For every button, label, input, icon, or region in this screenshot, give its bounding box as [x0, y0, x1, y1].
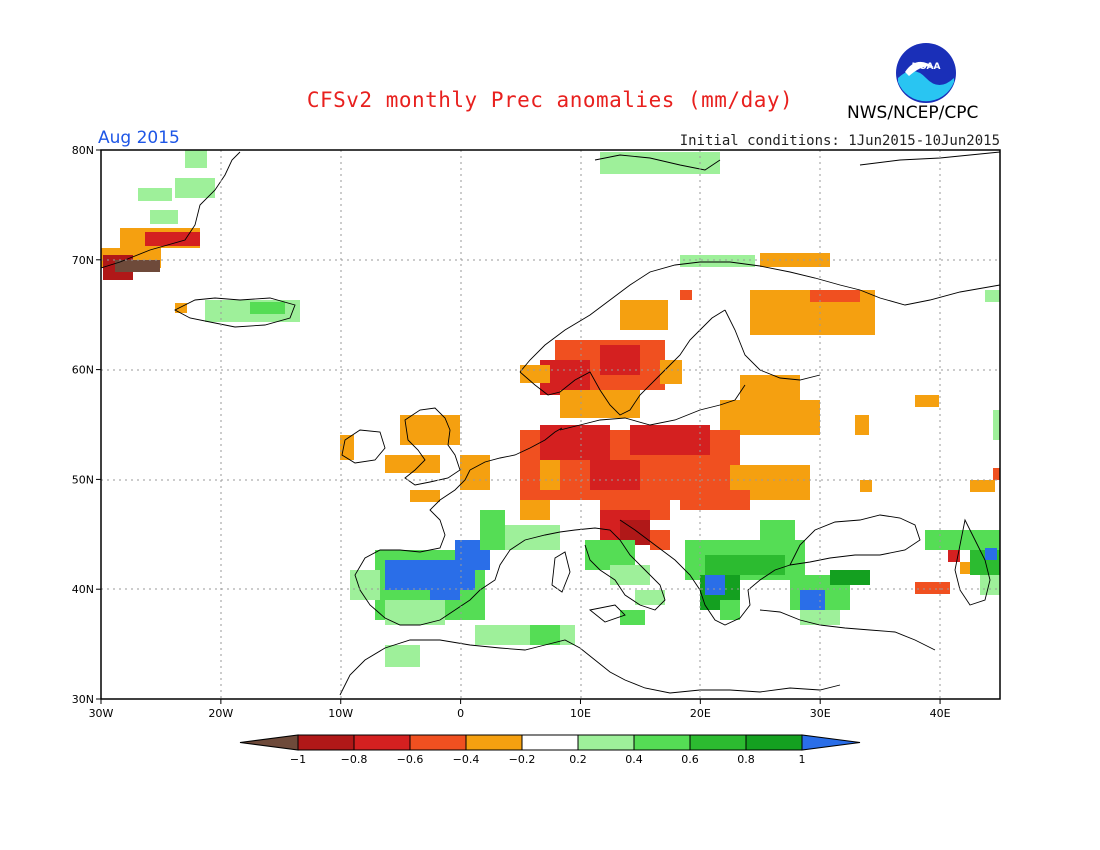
legend-swatch	[633, 734, 691, 751]
y-tick-label: 30N	[72, 693, 94, 706]
map-frame	[100, 149, 1001, 700]
x-tick-label: 0	[457, 707, 464, 720]
month-label: Aug 2015	[98, 128, 180, 148]
coastlines	[101, 151, 1000, 696]
legend-swatch	[409, 734, 467, 751]
legend-label: −0.8	[341, 753, 368, 766]
x-tick-label: 10W	[328, 707, 353, 720]
y-tick-label: 70N	[72, 254, 94, 267]
legend-label: −0.6	[397, 753, 424, 766]
noaa-logo: NOAA	[896, 43, 956, 103]
legend-label: 1	[799, 753, 806, 766]
y-axis-ticks: 80N 70N 60N 50N 40N 30N	[72, 144, 101, 706]
legend-swatch	[745, 734, 803, 751]
y-tick-label: 80N	[72, 144, 94, 157]
legend-label: −1	[290, 753, 306, 766]
x-tick-label: 30W	[89, 707, 114, 720]
legend-swatch	[689, 734, 747, 751]
legend-label: −0.2	[509, 753, 536, 766]
x-tick-label: 10E	[570, 707, 591, 720]
x-tick-label: 30E	[810, 707, 831, 720]
legend-arrow-low	[239, 734, 299, 751]
legend-swatch	[297, 734, 355, 751]
legend-label: 0.6	[681, 753, 699, 766]
x-tick-label: 20E	[690, 707, 711, 720]
legend-label: 0.2	[569, 753, 587, 766]
anomaly-field	[101, 150, 1000, 667]
graticule	[101, 150, 1000, 699]
x-axis-ticks: 30W 20W 10W 0 10E 20E 30E 40E	[89, 699, 951, 720]
legend-label: 0.4	[625, 753, 643, 766]
y-tick-label: 60N	[72, 364, 94, 377]
legend-swatch	[465, 734, 523, 751]
x-tick-label: 40E	[930, 707, 951, 720]
legend-swatch	[353, 734, 411, 751]
y-tick-label: 50N	[72, 473, 94, 486]
color-legend: −1 −0.8 −0.6 −0.4 −0.2 0.2 0.4 0.6 0.8 1	[239, 734, 861, 766]
map-title: CFSv2 monthly Prec anomalies (mm/day)	[306, 88, 794, 112]
y-tick-label: 40N	[72, 583, 94, 596]
initial-conditions-label: Initial conditions: 1Jun2015-10Jun2015	[679, 133, 1000, 149]
legend-swatch	[521, 734, 579, 751]
legend-swatch	[577, 734, 635, 751]
legend-arrow-high	[801, 734, 861, 751]
legend-label: 0.8	[737, 753, 755, 766]
logo-text: NOAA	[912, 62, 941, 72]
organization-label: NWS/NCEP/CPC	[847, 103, 979, 123]
legend-label: −0.4	[453, 753, 480, 766]
x-tick-label: 20W	[208, 707, 233, 720]
